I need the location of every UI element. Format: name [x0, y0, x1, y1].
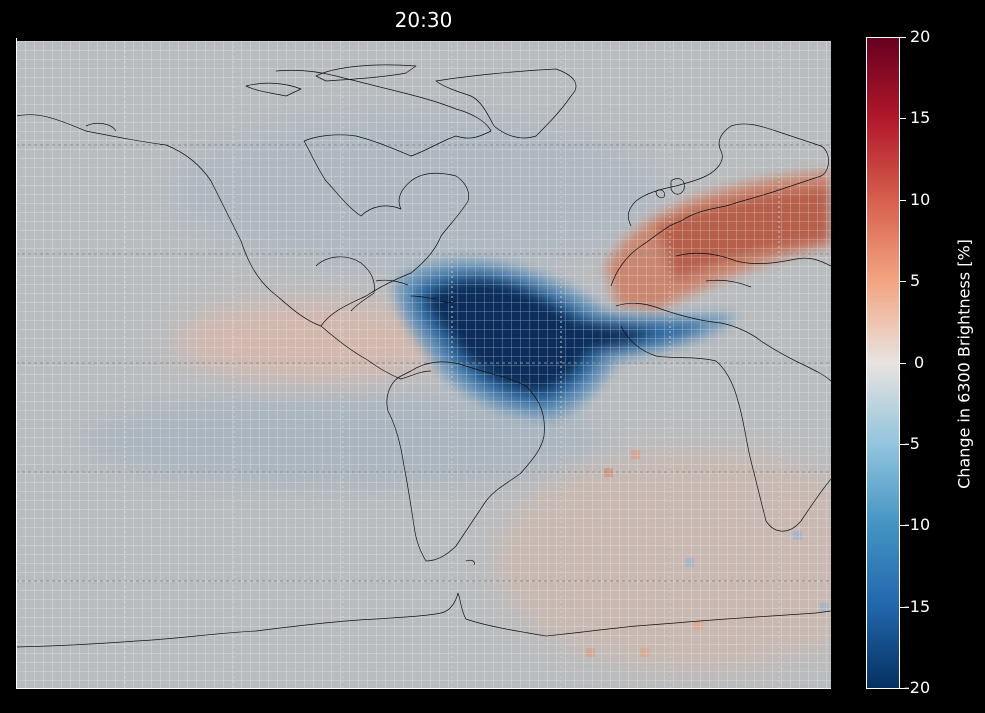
- caribbean-islands: [375, 279, 457, 303]
- colorbar-tick-label: -20: [904, 678, 931, 697]
- y-axis-line: [16, 38, 17, 689]
- arctic-islands: [85, 64, 417, 132]
- colorbar-tick-label: -15: [904, 596, 931, 616]
- x-axis-line: [16, 688, 831, 689]
- colorbar-tick-label: 0: [914, 352, 925, 372]
- coastlines: [16, 64, 831, 648]
- gulf-coast: [315, 256, 375, 312]
- colorbar-tick: [900, 688, 906, 689]
- map-panel[interactable]: [16, 41, 831, 688]
- colorbar-tick-label: 5: [910, 271, 921, 291]
- colorbar-tick: [900, 37, 906, 38]
- colorbar-tick: [900, 118, 906, 120]
- colorbar-tick-label: -5: [904, 433, 920, 453]
- parallel-lines: [16, 144, 831, 582]
- antarctica-coast: [16, 592, 831, 648]
- central-america-coast: [320, 325, 432, 380]
- british-isles: [655, 178, 685, 199]
- colorbar-tick: [900, 525, 906, 527]
- map-canvas: [16, 41, 831, 688]
- north-america-coast: [16, 69, 492, 327]
- colorbar-tick-label: 20: [910, 27, 931, 46]
- colorbar-tick: [900, 443, 906, 445]
- falklands: [465, 559, 475, 566]
- colorbar-tick: [900, 362, 906, 364]
- colorbar-title: Change in 6300 Brightness [%]: [954, 239, 974, 489]
- colorbar-tick: [900, 606, 906, 608]
- colorbar-tick: [900, 281, 906, 283]
- mediterranean-coast: [675, 252, 831, 288]
- south-america-coast: [386, 361, 545, 562]
- europe-coast: [610, 123, 829, 287]
- colorbar-tick: [900, 199, 906, 201]
- africa-coast: [615, 302, 831, 532]
- map-title: 20:30: [394, 8, 453, 32]
- colorbar: [866, 37, 900, 689]
- greenland-coast: [435, 68, 577, 139]
- colorbar-tick-label: 15: [910, 108, 931, 128]
- colorbar-tick-label: 10: [910, 189, 931, 209]
- colorbar-tick-label: -10: [904, 515, 931, 535]
